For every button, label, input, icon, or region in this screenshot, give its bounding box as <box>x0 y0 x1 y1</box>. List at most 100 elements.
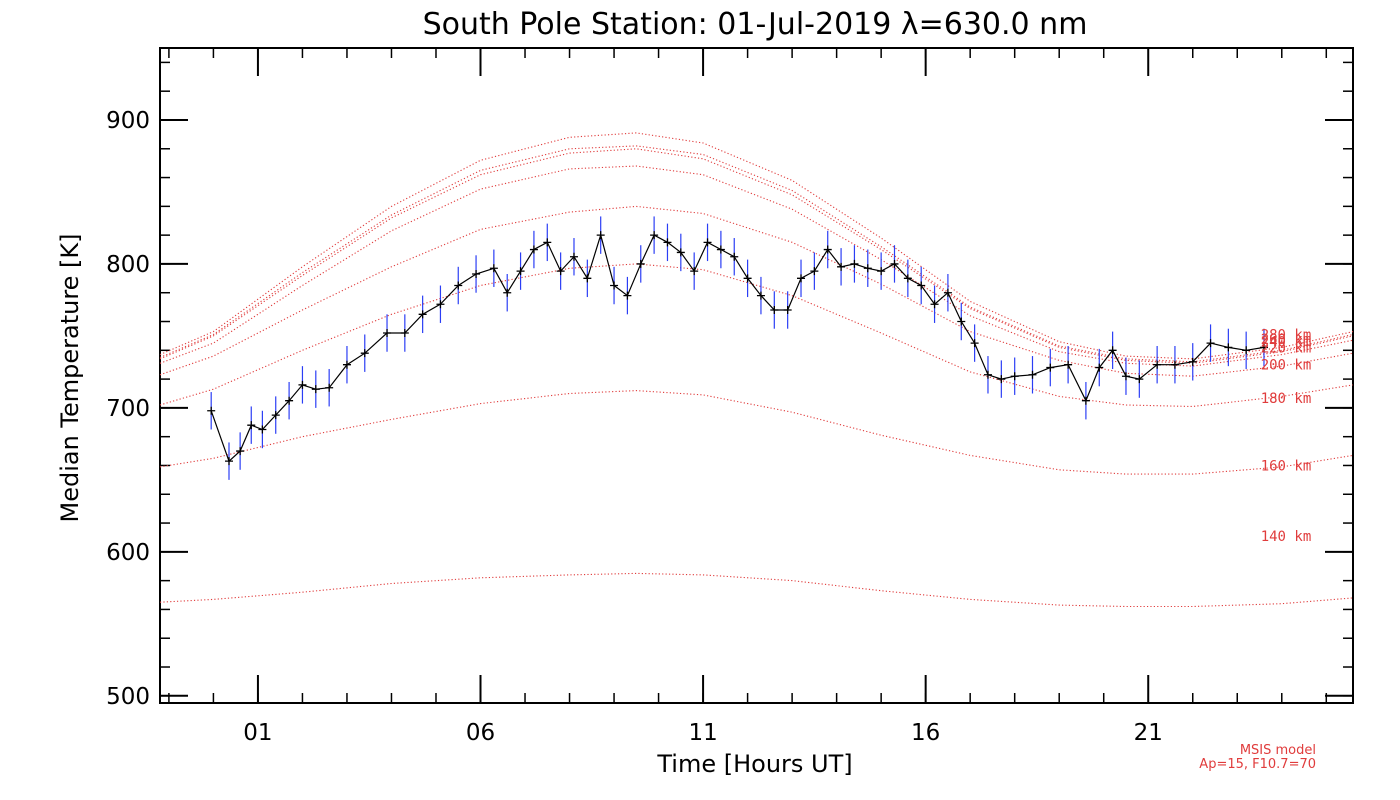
data-point <box>756 291 765 300</box>
data-point <box>383 329 392 338</box>
data-point <box>569 252 578 261</box>
data-point <box>730 252 739 261</box>
model-label-160-km: 160 km <box>1261 458 1312 474</box>
data-point <box>1153 360 1162 369</box>
model-label-280-km: 280 km <box>1261 327 1312 343</box>
data-point <box>360 349 369 358</box>
data-point <box>957 317 966 326</box>
y-axis-label: Median Temperature [K] <box>56 233 84 522</box>
model-label-140-km: 140 km <box>1261 529 1312 545</box>
x-tick-label: 11 <box>688 720 717 746</box>
data-point <box>797 274 806 283</box>
data-point <box>1010 372 1019 381</box>
data-point <box>850 259 859 268</box>
data-point <box>823 245 832 254</box>
data-point <box>636 259 645 268</box>
model-label-180-km: 180 km <box>1261 391 1312 407</box>
data-point <box>236 447 245 456</box>
measurement-line <box>210 232 1265 463</box>
y-tick-label: 700 <box>106 396 150 422</box>
model-curve-260-km <box>159 145 1354 363</box>
data-point <box>837 262 846 271</box>
model-curve-140-km <box>159 572 1354 608</box>
data-point <box>454 281 463 290</box>
data-point <box>516 267 525 276</box>
model-label-200-km: 200 km <box>1261 358 1312 374</box>
x-tick-label: 21 <box>1134 720 1163 746</box>
data-point <box>400 329 409 338</box>
data-point <box>663 238 672 247</box>
data-point <box>418 310 427 319</box>
plot-frame <box>159 47 1354 704</box>
model-curve-240-km <box>159 148 1354 364</box>
error-bars <box>210 216 1265 480</box>
data-point <box>903 274 912 283</box>
data-point <box>890 259 899 268</box>
x-tick-label: 01 <box>243 720 272 746</box>
data-point <box>298 380 307 389</box>
data-point <box>1064 360 1073 369</box>
data-point <box>810 267 819 276</box>
data-point <box>207 406 216 415</box>
data-point <box>489 264 498 273</box>
model-curve-160-km <box>159 390 1354 475</box>
data-point <box>943 288 952 297</box>
data-point <box>529 245 538 254</box>
data-point <box>311 385 320 394</box>
x-tick-label: 06 <box>466 720 495 746</box>
data-point <box>271 411 280 420</box>
data-point <box>1095 363 1104 372</box>
data-point <box>970 339 979 348</box>
data-point <box>1028 370 1037 379</box>
y-tick-label: 600 <box>106 540 150 566</box>
model-curve-220-km <box>159 165 1354 367</box>
data-point <box>716 245 725 254</box>
data-point <box>770 306 779 314</box>
model-curve-200-km <box>159 205 1354 377</box>
msis-model-curves <box>159 132 1354 608</box>
data-point <box>1188 357 1197 366</box>
data-point <box>247 421 256 430</box>
data-point <box>863 264 872 273</box>
data-point <box>472 270 481 279</box>
data-point <box>325 383 334 392</box>
data-point <box>543 238 552 247</box>
data-point <box>258 425 267 434</box>
model-label-220-km: 220 km <box>1261 340 1312 356</box>
data-point <box>783 306 792 314</box>
model-label-260-km: 260 km <box>1261 332 1312 348</box>
measurement-series <box>207 231 1268 466</box>
data-point <box>1206 339 1215 348</box>
y-tick-label: 500 <box>106 684 150 710</box>
data-point <box>1135 375 1144 384</box>
data-point <box>690 267 699 276</box>
data-point <box>623 291 632 300</box>
y-axis: 500 600 700 800 900 <box>106 61 1353 710</box>
data-point <box>224 457 233 466</box>
data-point <box>703 238 712 247</box>
model-note-line-1: MSIS model <box>1240 743 1316 758</box>
data-point <box>1170 360 1179 369</box>
data-point <box>983 370 992 379</box>
model-label-240-km: 240 km <box>1261 335 1312 351</box>
data-point <box>930 300 939 309</box>
chart-title: South Pole Station: 01-Jul-2019 λ=630.0 … <box>423 7 1088 42</box>
data-point <box>743 274 752 283</box>
data-point <box>610 281 619 290</box>
data-point <box>1259 343 1268 352</box>
data-point <box>1224 343 1233 352</box>
model-curve-280-km <box>159 132 1354 360</box>
data-point <box>503 288 512 297</box>
x-axis: 01 06 11 16 21 <box>168 48 1328 746</box>
data-point <box>285 396 294 405</box>
y-tick-label: 900 <box>106 108 150 134</box>
data-point <box>583 274 592 283</box>
data-point <box>436 300 445 309</box>
x-axis-label: Time [Hours UT] <box>656 750 852 778</box>
data-point <box>877 267 886 276</box>
data-point <box>676 248 685 257</box>
data-point <box>650 231 659 240</box>
y-tick-label: 800 <box>106 252 150 278</box>
data-point <box>1046 363 1055 372</box>
data-point <box>1121 372 1130 381</box>
